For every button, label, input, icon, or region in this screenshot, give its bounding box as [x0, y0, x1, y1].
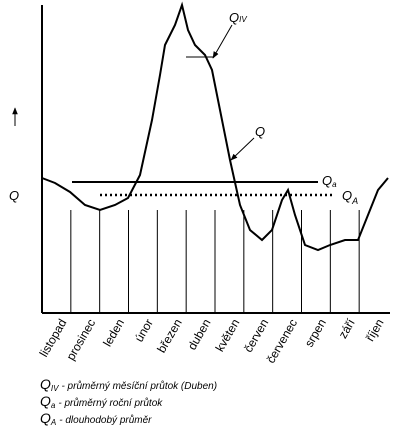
month-label: únor [132, 317, 156, 345]
month-label: květen [213, 317, 243, 355]
subscript: a [332, 180, 337, 189]
subscript: A [50, 418, 56, 427]
month-label: září [336, 316, 358, 341]
subscript: A [351, 196, 358, 206]
legend-item: QIV - průměrný měsíční průtok (Duben) [40, 376, 217, 393]
subscript: a [51, 401, 56, 410]
subscript: IV [239, 15, 247, 24]
symbol: Q [40, 393, 51, 409]
description: - dlouhodobý průměr [59, 414, 152, 426]
legend-item: Qa - průměrný roční průtok [40, 393, 163, 410]
annotation: Qa [322, 173, 337, 189]
axis-label: Q [9, 188, 19, 203]
month-label: říjen [363, 317, 387, 344]
symbol: Q [322, 173, 332, 188]
month-dividers [70, 210, 360, 313]
symbol: Q [229, 10, 239, 25]
symbol: Q [40, 376, 51, 392]
month-label: srpen [302, 317, 329, 350]
month-label: duben [185, 317, 214, 353]
subscript: IV [51, 384, 59, 393]
symbol: Q [40, 410, 51, 426]
description: - průměrný měsíční průtok (Duben) [61, 380, 217, 392]
legend: QIV - průměrný měsíční průtok (Duben)Qa - … [40, 376, 217, 427]
description: - průměrný roční průtok [58, 397, 163, 409]
legend-item: QA - dlouhodobý průměr [40, 410, 152, 427]
annotation: QA [342, 188, 358, 206]
discharge-curve [41, 1, 389, 252]
symbol: Q [342, 188, 352, 203]
arrow [212, 24, 233, 59]
month-label: leden [100, 317, 127, 349]
arrow [230, 137, 255, 161]
month-label: březen [154, 317, 184, 356]
annotation: QIV [229, 10, 247, 25]
annotation: Q [255, 124, 265, 139]
month-label: červen [241, 317, 271, 355]
